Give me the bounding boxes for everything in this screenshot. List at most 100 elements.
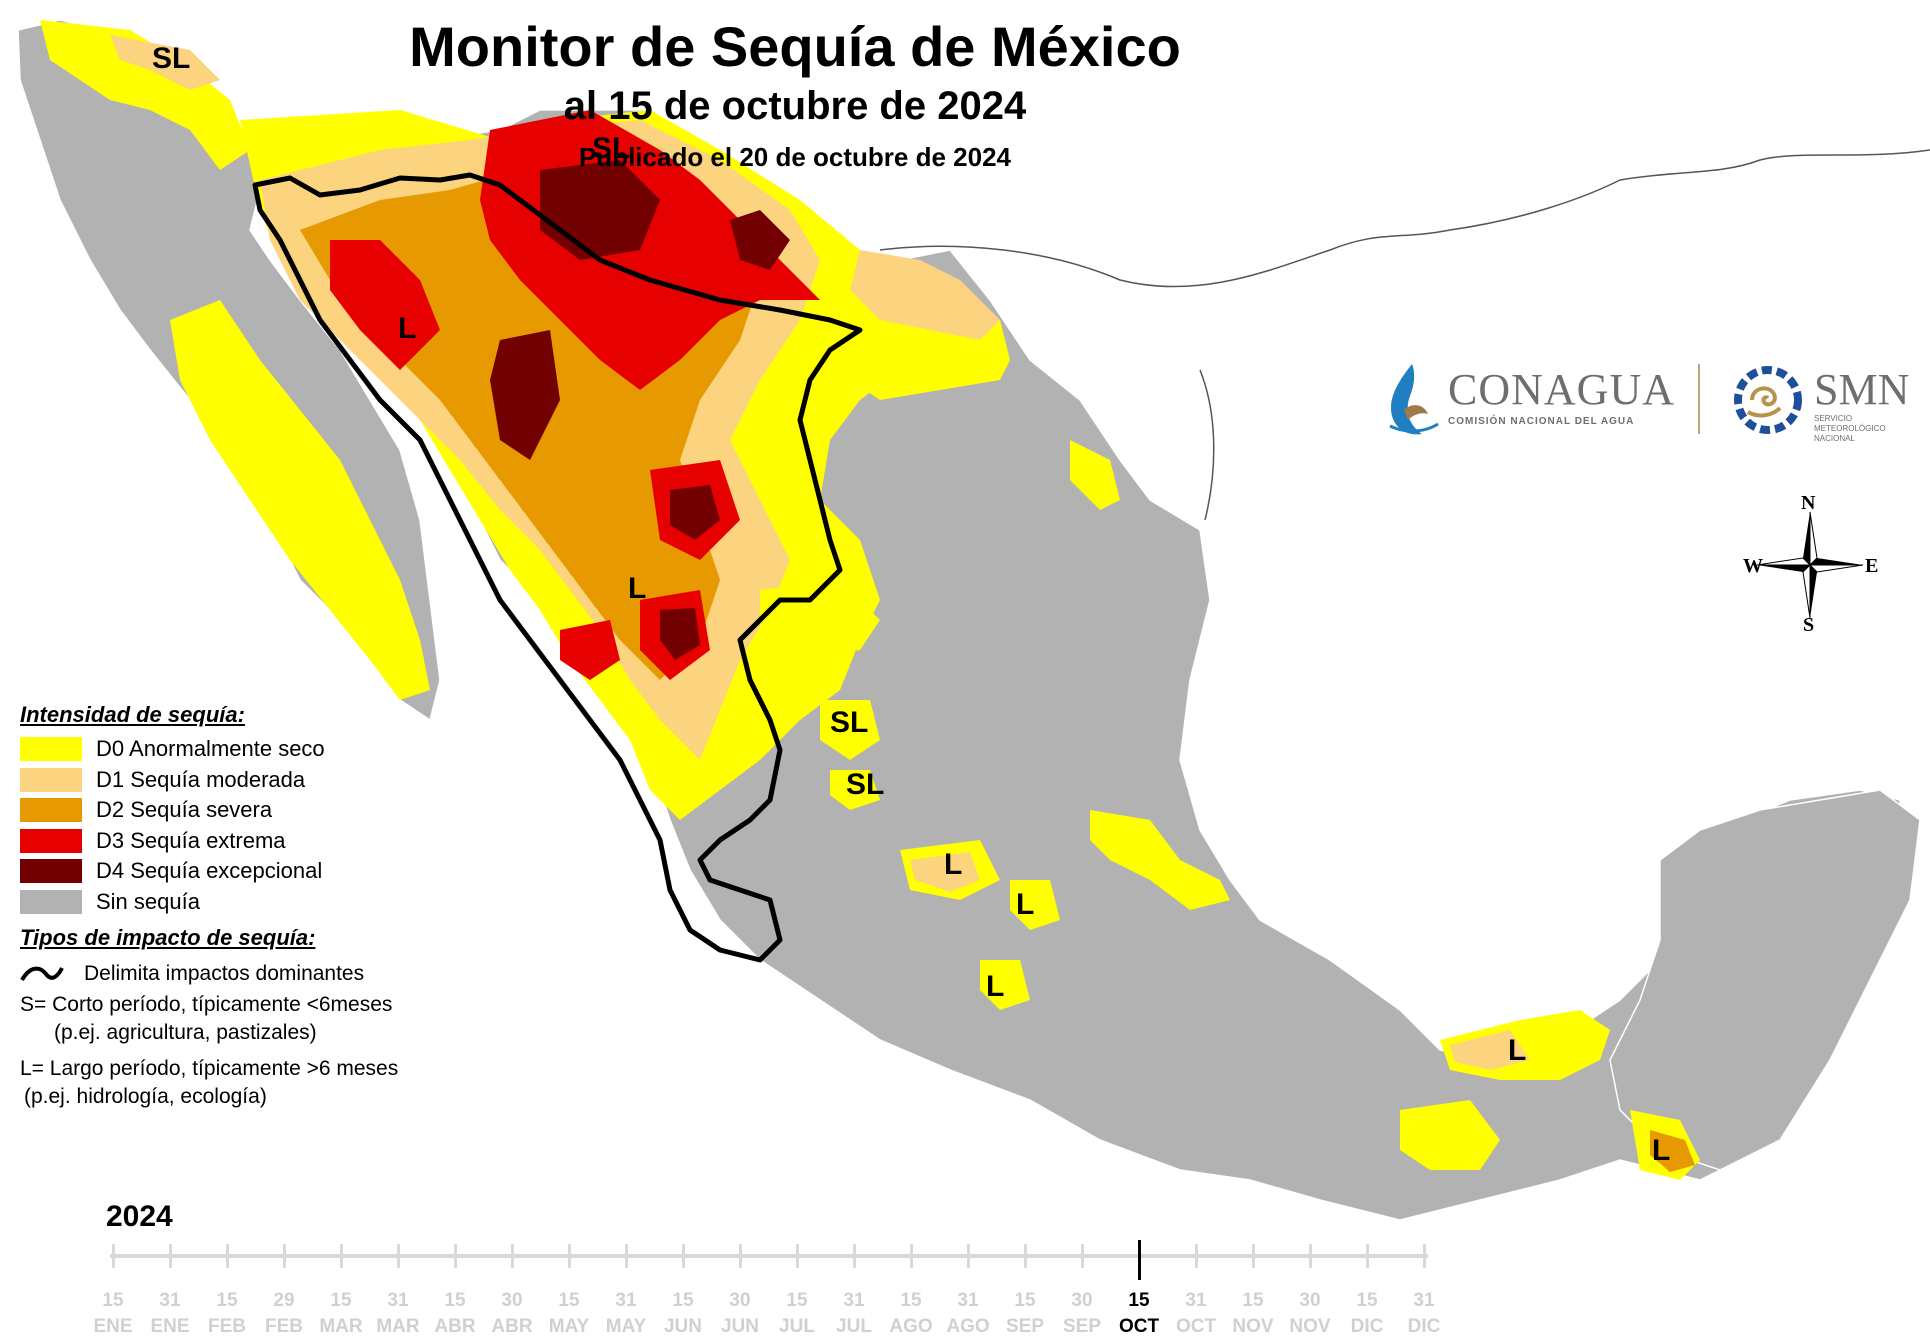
timeline-tick [1423,1244,1426,1268]
legend-swatch [20,889,82,914]
timeline-day-label: 31 [957,1290,979,1311]
timeline-month-label: MAY [548,1316,590,1337]
timeline-day-label: 15 [102,1290,124,1311]
conagua-subtitle: COMISIÓN NACIONAL DEL AGUA [1448,416,1635,427]
timeline-tick [568,1244,571,1268]
legend-label: D0 Anormalmente seco [96,736,325,762]
legend-item-d0: D0 Anormalmente seco [20,734,500,765]
timeline-month-label: ABR [491,1316,533,1337]
timeline-month-label: FEB [208,1316,246,1337]
legend-label: D4 Sequía excepcional [96,858,323,884]
timeline-day-label: 29 [273,1290,295,1311]
impact-label: L [944,848,963,881]
smn-logo-icon [1734,366,1802,434]
timeline-month-label: AGO [889,1316,933,1337]
impact-label: L [1016,888,1035,921]
legend-short-term: S= Corto período, típicamente <6meses [20,993,393,1016]
timeline-year: 2024 [106,1200,173,1233]
timeline-tick [226,1244,229,1268]
timeline-tick [340,1244,343,1268]
page-title: Monitor de Sequía de México [409,15,1181,78]
timeline-tick [625,1244,628,1268]
date-subtitle: al 15 de octubre de 2024 [563,84,1027,128]
timeline-tick [967,1244,970,1268]
timeline-month-label: OCT [1175,1316,1217,1337]
impact-label: SL [846,768,885,801]
conagua-name: CONAGUA [1448,365,1675,414]
legend-impact-label: Delimita impactos dominantes [84,962,365,985]
timeline-month-label: DIC [1407,1316,1441,1337]
timeline-tick [283,1244,286,1268]
timeline-day-label: 31 [615,1290,637,1311]
conagua-logo-icon [1389,364,1439,435]
compass-rose: N S W E [1743,492,1878,636]
impact-label: SL [152,42,191,75]
gulf-coastline [879,149,1930,288]
impact-label: L [628,572,647,605]
timeline-day-label: 30 [1071,1290,1093,1311]
timeline-tick [682,1244,685,1268]
impact-label: L [398,312,417,345]
legend-swatch [20,737,82,762]
timeline-day-label: 15 [558,1290,580,1311]
timeline-month-label: MAR [376,1316,420,1337]
legend-item-d3: D3 Sequía extrema [20,826,500,857]
legend-item-d4: D4 Sequía excepcional [20,856,500,887]
timeline-day-label: 15 [1242,1290,1264,1311]
timeline-month-label: NOV [1232,1316,1274,1337]
timeline-day-label: 15 [444,1290,466,1311]
timeline-tick [397,1244,400,1268]
compass-south: S [1803,614,1815,636]
timeline-month-label: JUL [836,1316,872,1337]
legend-impact-title: Tipos de impacto de sequía: [20,925,316,950]
impact-label: SL [592,132,631,165]
logos: CONAGUA COMISIÓN NACIONAL DEL AGUA SMN S… [1378,360,1918,450]
timeline-day-label: 15 [1014,1290,1036,1311]
timeline-day-label: 15 [1356,1290,1378,1311]
legend-item-none: Sin sequía [20,887,500,918]
timeline-month-label: OCT [1118,1316,1160,1337]
timeline-month-label: JUN [720,1316,759,1337]
impact-boundary [252,172,863,963]
timeline-tick [169,1244,172,1268]
timeline-month-label: JUN [663,1316,702,1337]
legend-swatch [20,828,82,853]
timeline-tick [1252,1244,1255,1268]
timeline-month-label: ENE [150,1316,190,1337]
timeline-day-label: 15 [786,1290,808,1311]
timeline-month-label: SEP [1005,1316,1045,1337]
impact-label: L [986,970,1005,1003]
timeline-month-label: ENE [93,1316,133,1337]
timeline-tick [1366,1244,1369,1268]
legend-long-term-example: (p.ej. hidrología, ecología) [24,1085,267,1108]
timeline: 2024 15 ENE 31 ENE 15 FEB 29 FEB 15 MAR 31 MAR 15 ABR… [0,1200,1930,1344]
timeline-month-label: NOV [1289,1316,1331,1337]
compass-west: W [1743,555,1763,577]
timeline-day-label: 31 [843,1290,865,1311]
timeline-month-label: SEP [1062,1316,1102,1337]
timeline-month-label: AGO [946,1316,990,1337]
timeline-month-label: MAR [319,1316,363,1337]
timeline-tick [1081,1244,1084,1268]
timeline-day-label: 15 [672,1290,694,1311]
boundary-line-icon [20,966,64,982]
timeline-tick [112,1244,115,1268]
smn-name: SMN [1814,365,1910,414]
timeline-day-label: 15 [900,1290,922,1311]
timeline-month-label: FEB [265,1316,303,1337]
legend-short-term-example: (p.ej. agricultura, pastizales) [54,1021,317,1044]
timeline-month-label: JUL [779,1316,815,1337]
timeline-day-label: 31 [387,1290,409,1311]
timeline-day-label: 15 [330,1290,352,1311]
timeline-day-label: 31 [1413,1290,1435,1311]
legend-label: D1 Sequía moderada [96,766,306,792]
timeline-tick [1138,1240,1141,1280]
compass-north: N [1801,492,1816,514]
legend-label: D2 Sequía severa [96,797,273,823]
legend: Intensidad de sequía: D0 Anormalmente se… [20,702,500,1111]
legend-item-d1: D1 Sequía moderada [20,765,500,796]
published-date: Publicado el 20 de octubre de 2024 [578,142,1012,172]
legend-swatch [20,859,82,884]
timeline-day-label: 30 [501,1290,523,1311]
